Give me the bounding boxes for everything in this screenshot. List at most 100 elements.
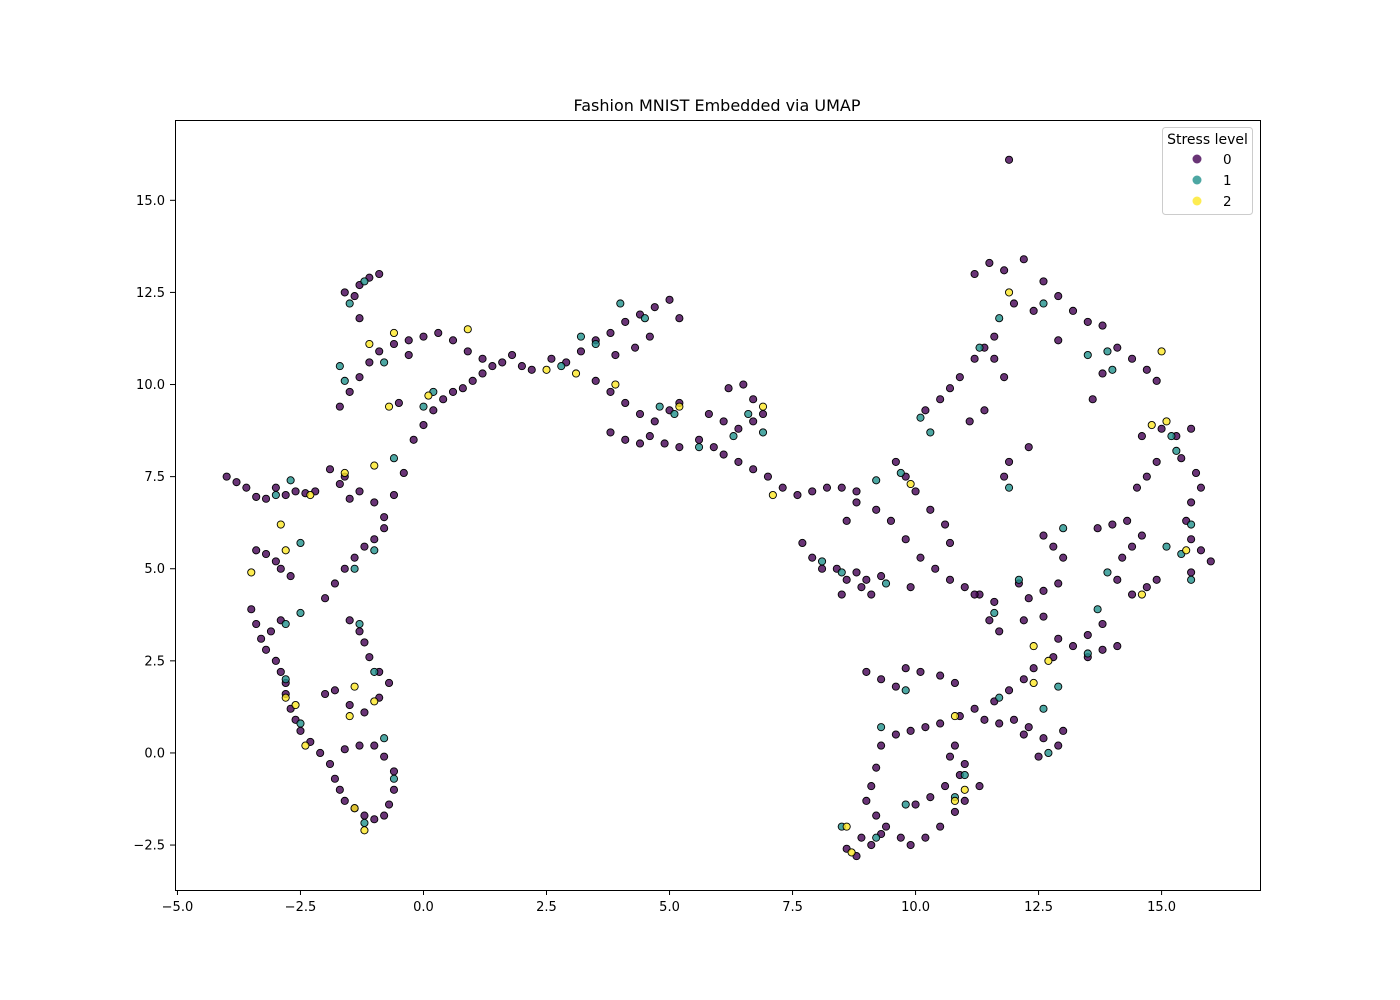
data-point [360,818,369,828]
x-tick-label: 7.5 [782,900,803,915]
data-point [867,782,876,791]
data-point [611,350,620,360]
x-tick-label: 0.0 [413,900,434,915]
data-point [635,439,645,448]
data-point [960,759,969,769]
data-point [921,406,930,415]
data-point [1118,553,1127,562]
data-point [1000,373,1009,382]
data-point [1098,321,1107,330]
data-point [1142,583,1151,592]
legend-marker-0 [1192,154,1202,164]
data-point [276,667,285,676]
data-point [763,472,772,481]
data-point [1113,642,1122,651]
data-point [950,678,959,688]
data-point [675,314,684,323]
data-point [1108,520,1117,529]
data-point [276,564,285,573]
data-point [335,479,344,489]
data-point [404,336,413,345]
data-point [970,590,979,599]
data-point [793,490,802,500]
data-point [380,513,389,522]
data-point [1132,483,1142,492]
data-point [734,424,743,433]
data-point [1034,752,1043,761]
data-point [985,616,994,625]
data-point [389,785,399,794]
data-point [355,627,364,636]
legend-label-1: 1 [1223,173,1232,189]
data-point [891,730,900,739]
data-point [1000,472,1009,481]
data-point [1113,575,1122,584]
data-point [822,483,832,492]
data-point [1059,524,1068,533]
data-point [1005,483,1014,492]
data-point [350,292,359,301]
data-point [995,314,1004,323]
data-point [345,712,354,721]
data-point [881,579,891,588]
data-point [1196,483,1205,492]
data-point [896,833,905,842]
data-point [1005,155,1014,164]
data-point [439,395,448,404]
data-point [906,726,915,735]
data-point [837,568,846,577]
data-point [478,369,487,378]
data-point [906,479,915,489]
data-point [749,465,758,474]
data-point [611,380,620,389]
data-point [1162,542,1171,551]
data-point [650,417,659,426]
data-point [847,848,856,857]
data-point [350,553,359,562]
data-point [621,398,630,408]
data-point [478,354,487,363]
data-point [1098,369,1107,378]
data-point [557,362,566,371]
data-point [616,299,625,308]
data-point [867,841,876,850]
x-tick-label: 5.0 [659,900,680,915]
data-point [965,417,974,426]
data-point [1005,457,1014,466]
data-point [1059,726,1068,735]
data-point [1128,590,1137,599]
data-point [365,339,374,349]
data-point [591,376,600,385]
data-point [872,811,881,820]
data-point [468,376,477,385]
data-point [1014,575,1023,584]
data-point [950,807,959,816]
data-point [995,627,1004,636]
data-point [325,759,335,769]
data-point [1172,446,1181,455]
data-point [384,800,394,809]
data-point [1157,424,1166,433]
data-point [242,483,251,492]
data-point [872,505,881,514]
data-point [936,395,945,404]
data-point [380,752,389,761]
data-point [571,369,581,378]
data-point [901,800,910,809]
legend-label-2: 2 [1223,194,1232,210]
data-point [975,782,984,791]
data-point [1187,498,1196,507]
data-point [936,671,945,680]
data-point [852,498,861,507]
x-axis: −5.0 −2.5 0.0 2.5 5.0 7.5 10.0 12.5 15.0 [162,890,1176,915]
x-tick-label: −5.0 [162,900,194,915]
data-point [498,358,507,367]
data-point [508,350,517,360]
data-point [1093,605,1102,614]
data-point [252,619,261,629]
data-point [321,689,330,699]
data-point [1039,734,1048,743]
data-point [1187,535,1196,544]
data-point [1039,704,1048,713]
chart-title: Fashion MNIST Embedded via UMAP [574,96,861,115]
